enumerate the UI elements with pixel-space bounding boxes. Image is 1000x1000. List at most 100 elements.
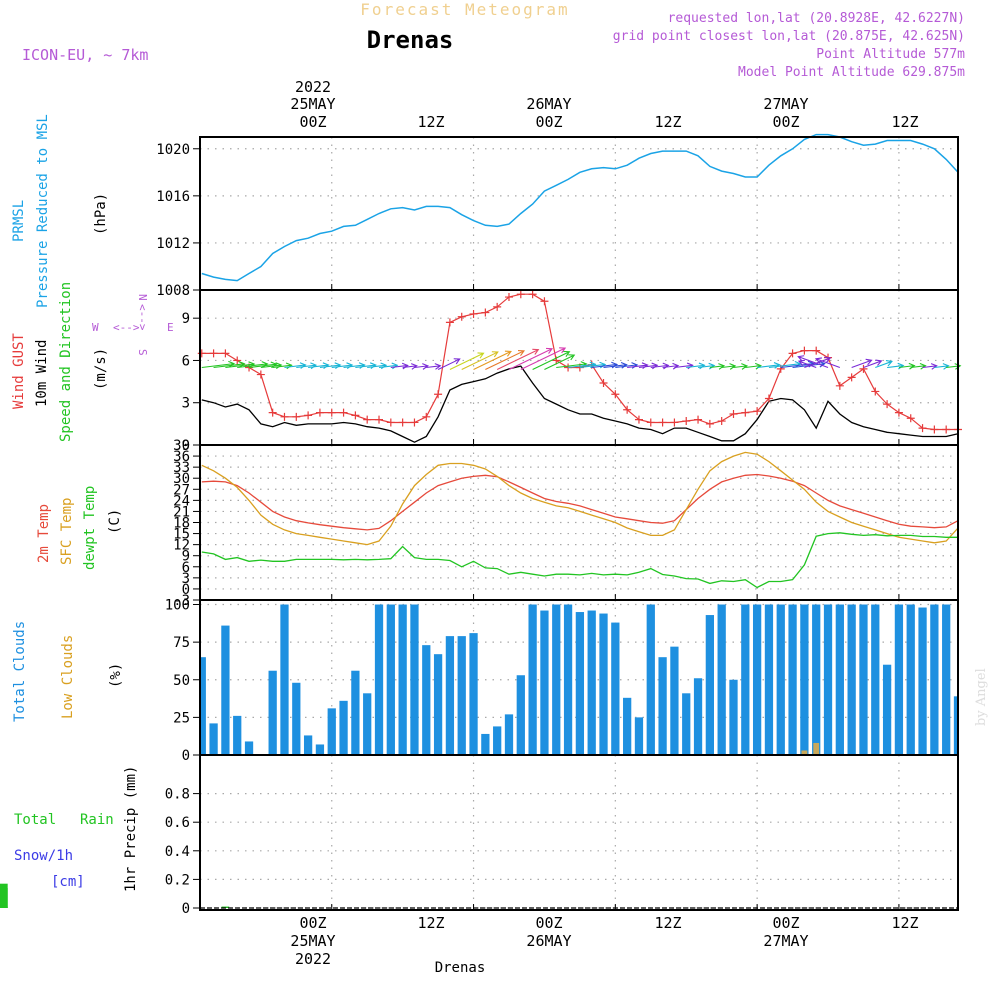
total-cloud-bar <box>481 733 490 755</box>
bottom-time-label: 00Z <box>772 914 799 932</box>
gust-marker <box>682 417 691 426</box>
total-cloud-bar <box>422 645 431 755</box>
precip-labels: Total Rain Snow/1h [cm] 1hr Precip (mm) <box>14 766 139 892</box>
wind-arrow <box>532 350 571 370</box>
wind-10m-line <box>201 365 959 443</box>
rain-bar <box>221 906 230 908</box>
compass-north: N <box>136 294 149 301</box>
total-cloud-bar <box>776 604 785 755</box>
y-tick-label: 33 <box>173 460 190 476</box>
wind-panel: 0 3 6 9 <box>182 289 962 454</box>
gust-marker <box>504 293 513 302</box>
temp-2m-label: 2m Temp <box>36 504 52 563</box>
gust-marker <box>528 290 537 299</box>
low-cloud-bar <box>801 750 808 755</box>
wind-arrow <box>733 363 749 370</box>
total-cloud-bar <box>268 670 277 755</box>
gust-marker <box>375 415 384 424</box>
total-cloud-bar <box>764 604 774 755</box>
cloud-labels: Total Clouds Low Clouds (%) <box>12 621 124 722</box>
wind-gust-line <box>201 293 958 431</box>
gust-marker <box>705 419 714 428</box>
total-cloud-bar <box>351 670 360 755</box>
gust-marker <box>658 418 667 427</box>
gust-marker <box>717 417 726 426</box>
pressure-label-msl: Pressure Reduced to MSL <box>35 114 51 308</box>
top-year-label: 2022 <box>295 78 331 96</box>
compass-arrows-vertical: <--> <box>136 304 149 331</box>
total-cloud-bar <box>906 604 915 755</box>
top-time-axis: 2022 25MAY 26MAY 27MAY 00Z 12Z 00Z 12Z 0… <box>290 78 918 131</box>
total-cloud-bar <box>315 744 325 755</box>
compass-rose: W <--> E N <--> S <box>92 294 174 356</box>
gust-marker <box>670 418 679 427</box>
gust-marker <box>611 390 620 399</box>
total-cloud-bar <box>812 604 821 755</box>
footer-location: Drenas <box>435 960 486 976</box>
wind-arrow <box>520 347 567 370</box>
gust-marker <box>386 418 395 427</box>
bottom-date-label: 26MAY <box>526 932 571 950</box>
gust-marker <box>410 418 419 427</box>
bottom-year-label: 2022 <box>295 950 331 968</box>
total-cloud-bar <box>209 723 218 755</box>
credit-watermark: by Angel <box>974 668 989 726</box>
gust-marker <box>764 394 773 403</box>
gust-marker <box>906 414 915 423</box>
y-tick-label: 6 <box>182 560 190 576</box>
wind-10m-label: 10m Wind <box>34 340 50 407</box>
temp-sfc-label: SFC Temp <box>59 498 75 565</box>
y-tick-label: 30 <box>173 471 190 487</box>
gust-marker <box>292 412 301 421</box>
y-tick-label: 0 <box>182 901 190 917</box>
gust-marker <box>741 408 750 417</box>
wind-arrow <box>922 363 938 370</box>
total-cloud-bar <box>693 678 703 755</box>
gust-marker <box>729 410 738 418</box>
total-cloud-bar <box>575 612 585 755</box>
total-cloud-bar <box>752 604 762 755</box>
requested-coords: requested lon,lat (20.8928E, 42.6227N) <box>668 11 965 26</box>
temp-unit: (C) <box>107 509 123 534</box>
total-cloud-bar <box>563 604 573 755</box>
temp-dewpt-line <box>201 532 958 589</box>
y-tick-label: 15 <box>173 527 190 543</box>
wind-labels: Wind GUST 10m Wind Speed and Direction (… <box>11 282 174 442</box>
total-cloud-bar <box>859 604 868 755</box>
wind-arrow <box>797 355 829 369</box>
gust-marker <box>481 308 490 317</box>
total-cloud-bar <box>552 604 561 755</box>
y-tick-label: 0 <box>182 582 190 598</box>
compass-west: W <box>92 321 99 334</box>
total-cloud-bar <box>457 636 466 755</box>
gust-marker <box>398 418 407 427</box>
top-time-label: 00Z <box>299 113 326 131</box>
wind-arrow <box>910 362 927 370</box>
y-tick-label: 0.6 <box>165 815 190 831</box>
gust-marker <box>646 418 655 427</box>
wind-arrow <box>797 359 817 369</box>
total-cloud-bar <box>292 682 301 755</box>
total-cloud-bar <box>221 625 230 755</box>
y-tick-label: 100 <box>165 598 190 614</box>
top-time-label: 12Z <box>891 113 918 131</box>
wind-arrow <box>496 348 540 370</box>
bottom-time-label: 00Z <box>299 914 326 932</box>
total-cloud-bar <box>953 696 958 755</box>
gust-marker <box>351 411 360 420</box>
y-tick-label: 1016 <box>156 189 190 205</box>
gust-marker <box>280 412 289 421</box>
low-cloud-bar <box>813 742 820 755</box>
bottom-time-label: 12Z <box>654 914 681 932</box>
temp-dewpt-label: dewpt Temp <box>82 486 98 570</box>
total-cloud-bar <box>233 715 242 755</box>
gust-marker <box>304 411 313 420</box>
total-cloud-bar <box>386 604 395 755</box>
pressure-line <box>201 133 959 282</box>
wind-arrow <box>863 359 883 369</box>
gust-marker <box>363 415 372 424</box>
total-cloud-bar <box>705 615 714 755</box>
total-cloud-bar <box>200 657 206 755</box>
wind-gust-label: Wind GUST <box>11 333 27 409</box>
